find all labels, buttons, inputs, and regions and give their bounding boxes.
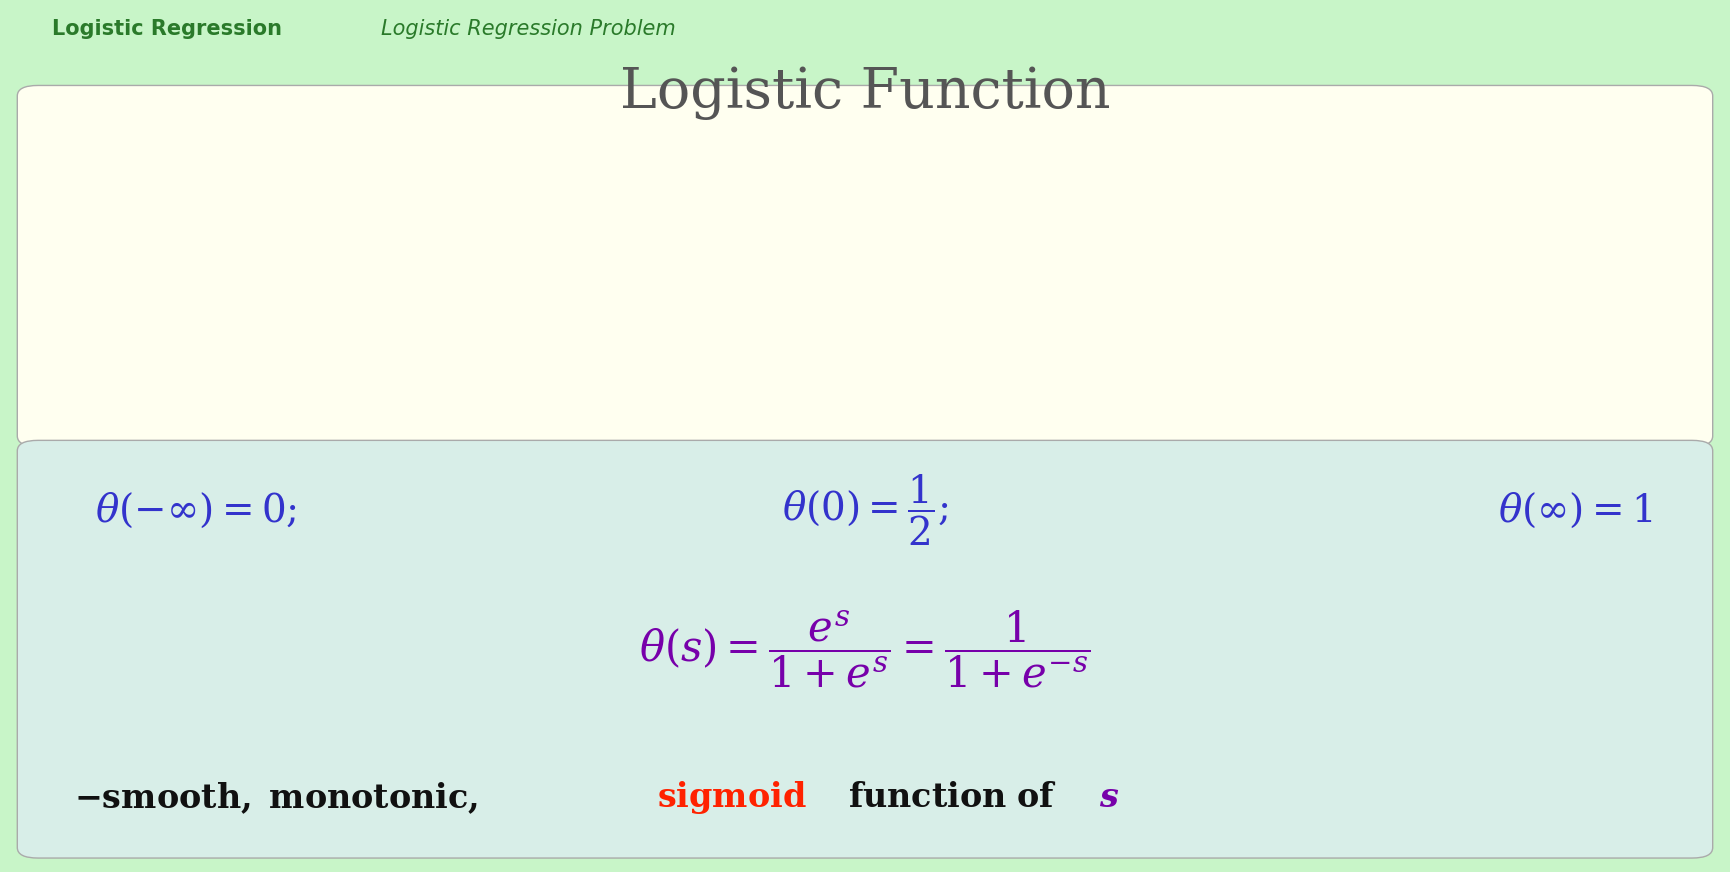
Text: $\theta(\infty) = 1$: $\theta(\infty) = 1$ (1498, 490, 1652, 530)
Text: $\theta(0) = \dfrac{1}{2};$: $\theta(0) = \dfrac{1}{2};$ (782, 473, 948, 548)
Text: $\theta(-\infty) = 0;$: $\theta(-\infty) = 0;$ (95, 490, 298, 530)
Text: $\mathrm{\mathbf{function\ of}}$: $\mathrm{\mathbf{function\ of}}$ (848, 781, 1057, 814)
Text: Logistic Regression Problem: Logistic Regression Problem (381, 19, 675, 39)
Text: 0: 0 (436, 370, 450, 392)
Text: $\mathrm{\mathbf{sigmoid}}$: $\mathrm{\mathbf{sigmoid}}$ (657, 780, 808, 816)
Text: $\theta(s) = \dfrac{e^s}{1+e^s} = \dfrac{1}{1+e^{-s}}$: $\theta(s) = \dfrac{e^s}{1+e^s} = \dfrac… (640, 609, 1090, 691)
Text: $\boldsymbol{s}$: $\boldsymbol{s}$ (1099, 781, 1119, 814)
Text: $\theta(s)$: $\theta(s)$ (1121, 203, 1161, 227)
Text: $s$: $s$ (1225, 396, 1239, 416)
Text: 1: 1 (436, 157, 450, 180)
Text: Logistic Regression: Logistic Regression (52, 19, 282, 39)
Text: $\mathrm{\mathbf{-smooth,\ monotonic,}}$: $\mathrm{\mathbf{-smooth,\ monotonic,}}$ (74, 780, 479, 815)
Text: Logistic Function: Logistic Function (619, 65, 1111, 120)
